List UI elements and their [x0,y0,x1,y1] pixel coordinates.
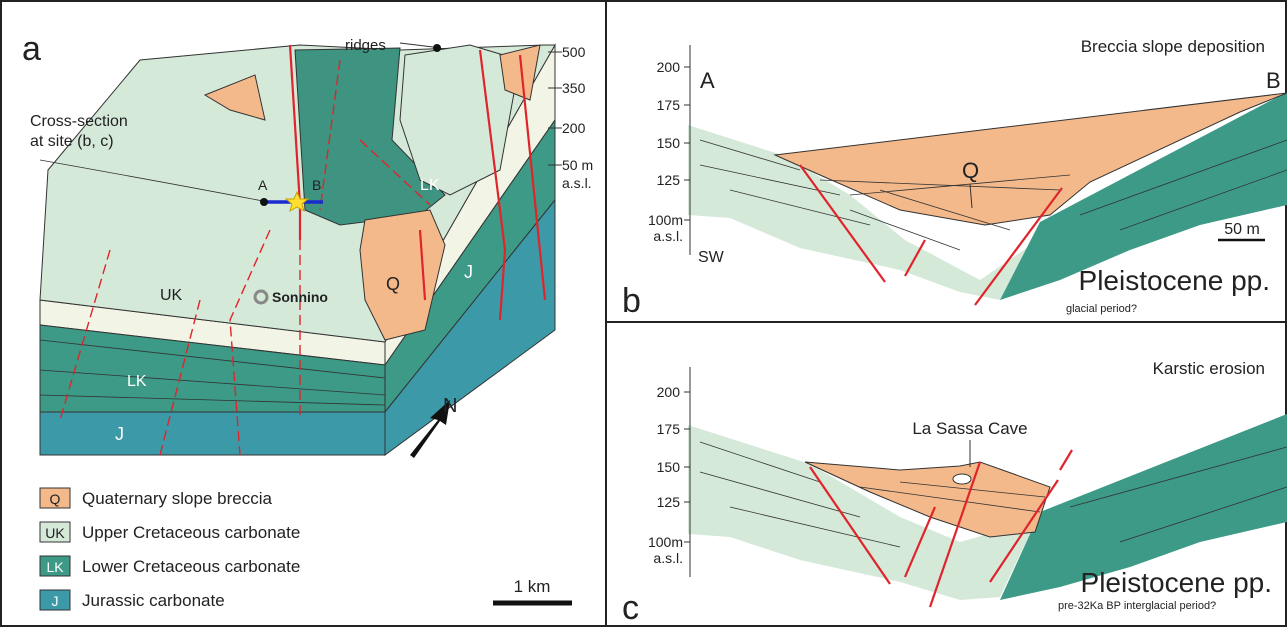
legend: Q UK LK J Quaternary slope breccia Upper… [40,488,300,610]
elevation: 150 [657,135,681,151]
map-label: A [258,177,268,193]
map-label: J [115,424,124,444]
elevation: a.s.l. [653,228,683,244]
scale-label: 1 km [514,577,551,596]
annotation: at site (b, c) [30,133,114,150]
elevation: 125 [657,172,681,188]
elevation: 200 [562,120,586,136]
elevation: 100m [648,212,683,228]
period-note: glacial period? [1066,303,1137,315]
map-label: J [464,262,473,282]
elevation: 175 [657,97,681,113]
elevation: 150 [657,459,681,475]
marker [260,198,268,206]
map-label: LK [420,177,440,194]
elevation: 200 [657,384,681,400]
map-label: LK [127,373,147,390]
unit-label: Q [962,158,979,183]
panel-b: Breccia slope deposition 200 175 150 125… [622,37,1287,320]
elevation: 500 [562,44,586,60]
legend-code: Q [50,491,61,507]
direction: SW [698,249,725,266]
cave [953,474,971,484]
legend-label: Quaternary slope breccia [82,489,272,508]
panel-c: Karstic erosion 200 175 150 125 100m a.s… [622,359,1287,627]
legend-code: LK [46,559,64,575]
period: Pleistocene pp. [1079,265,1270,296]
map-label: UK [160,287,183,304]
end-label: B [1266,68,1281,93]
legend-label: Jurassic carbonate [82,591,225,610]
elevation: 200 [657,59,681,75]
annotation: Cross-section [30,113,128,130]
legend-code: J [52,593,59,609]
map-label: Q [386,274,400,294]
map-label: B [312,177,321,193]
figure: a ridges 500 350 200 50 m a.s.l. Cross-s… [0,0,1287,627]
period-note: pre-32Ka BP interglacial period? [1058,600,1216,612]
panel-label: a [22,30,41,68]
panel-label: b [622,282,641,320]
marker [433,44,441,52]
cave-label: La Sassa Cave [912,419,1027,438]
period: Pleistocene pp. [1081,567,1272,598]
legend-label: Lower Cretaceous carbonate [82,557,300,576]
legend-code: UK [45,525,65,541]
scale-label: 50 m [1224,221,1260,238]
legend-label: Upper Cretaceous carbonate [82,523,300,542]
elevation: 350 [562,80,586,96]
map-label: Sonnino [272,289,328,305]
label: ridges [345,37,386,54]
elevation: a.s.l. [562,175,592,191]
elevation: a.s.l. [653,550,683,566]
panel-title: Karstic erosion [1153,359,1265,378]
elevation: 50 m [562,157,593,173]
elevation: 100m [648,534,683,550]
end-label: A [700,68,715,93]
elevation: 125 [657,494,681,510]
north-arrow: N [443,395,457,417]
rock-unit [40,412,385,455]
panel-title: Breccia slope deposition [1081,37,1265,56]
line [400,43,433,47]
panel-label: c [622,589,639,627]
panel-a: a ridges 500 350 200 50 m a.s.l. Cross-s… [22,30,593,610]
elevation: 175 [657,421,681,437]
